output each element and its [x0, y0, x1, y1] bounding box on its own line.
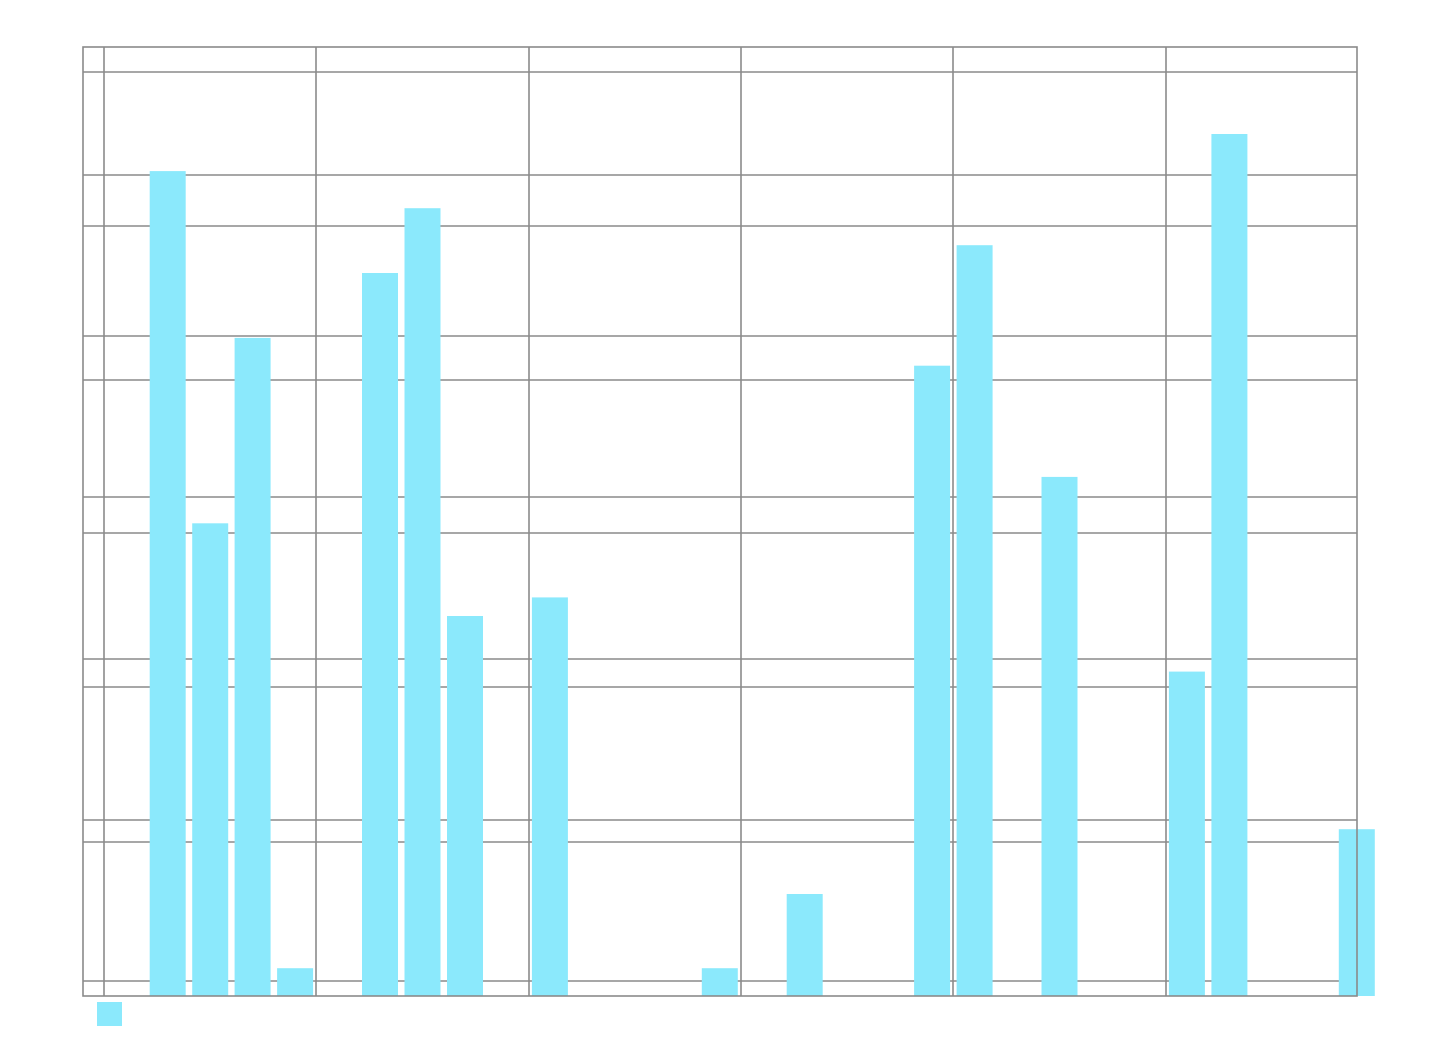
bar — [531, 597, 568, 996]
bar — [404, 208, 441, 996]
bar — [447, 616, 483, 996]
plot-frame — [82, 46, 1358, 997]
bar — [192, 523, 229, 996]
bar — [362, 273, 398, 996]
bar — [914, 365, 951, 996]
bar — [701, 968, 738, 996]
bar — [234, 337, 271, 996]
bars-group — [149, 134, 1375, 997]
bar — [1211, 134, 1248, 996]
bar — [956, 245, 993, 996]
bar — [149, 171, 186, 997]
grid-lines — [83, 47, 1357, 996]
bar — [1041, 476, 1078, 996]
bar — [1168, 671, 1205, 996]
legend — [97, 1002, 122, 1026]
legend-swatch — [97, 1002, 122, 1026]
bar — [786, 894, 823, 996]
bar — [277, 968, 314, 996]
